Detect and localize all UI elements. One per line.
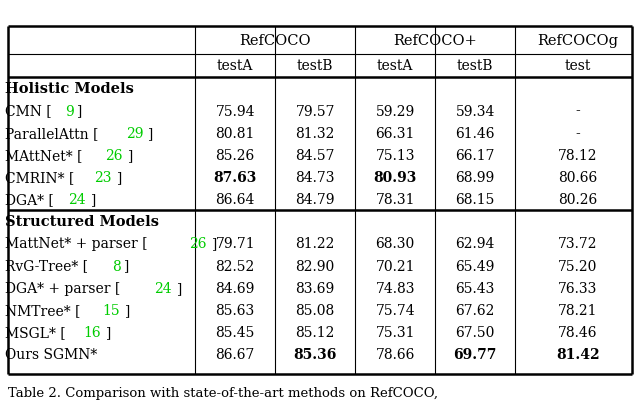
Text: 84.73: 84.73 [296,171,335,184]
Text: 84.69: 84.69 [216,281,255,295]
Text: RvG-Tree* [: RvG-Tree* [ [5,259,88,273]
Text: Holistic Models: Holistic Models [5,82,134,96]
Text: ]: ] [212,237,217,251]
Text: 85.63: 85.63 [216,303,255,317]
Text: ]: ] [124,259,129,273]
Text: 68.15: 68.15 [456,193,495,207]
Text: 84.57: 84.57 [296,148,335,162]
Text: RefCOCO: RefCOCO [239,34,311,47]
Text: DGA* [: DGA* [ [5,193,54,207]
Text: 67.62: 67.62 [456,303,495,317]
Text: 68.99: 68.99 [456,171,495,184]
Text: RefCOCO+: RefCOCO+ [394,34,477,47]
Text: 85.26: 85.26 [216,148,255,162]
Text: testA: testA [217,59,253,73]
Text: ]: ] [106,325,111,339]
Text: 85.45: 85.45 [216,325,255,339]
Text: ParallelAttn [: ParallelAttn [ [5,126,99,140]
Text: ]: ] [127,148,133,162]
Text: 68.30: 68.30 [376,237,415,251]
Text: ]: ] [125,303,131,317]
Text: Table 2. Comparison with state-of-the-art methods on RefCOCO,: Table 2. Comparison with state-of-the-ar… [8,386,438,399]
Text: 79.71: 79.71 [216,237,255,251]
Text: 67.50: 67.50 [456,325,495,339]
Text: 59.34: 59.34 [456,104,495,118]
Text: 74.83: 74.83 [376,281,415,295]
Text: 59.29: 59.29 [376,104,415,118]
Text: ]: ] [77,104,82,118]
Text: 75.74: 75.74 [376,303,415,317]
Text: -: - [575,104,580,118]
Text: 81.32: 81.32 [296,126,335,140]
Text: testB: testB [297,59,333,73]
Text: 24: 24 [154,281,172,295]
Text: MattNet* + parser [: MattNet* + parser [ [5,237,148,251]
Text: 15: 15 [102,303,120,317]
Text: 73.72: 73.72 [558,237,597,251]
Text: ]: ] [148,126,154,140]
Text: 80.66: 80.66 [558,171,597,184]
Text: ]: ] [117,171,122,184]
Text: MSGL* [: MSGL* [ [5,325,66,339]
Text: 29: 29 [125,126,143,140]
Text: 66.31: 66.31 [376,126,415,140]
Text: 75.31: 75.31 [376,325,415,339]
Text: 75.13: 75.13 [376,148,415,162]
Text: 70.21: 70.21 [376,259,415,273]
Text: 78.21: 78.21 [558,303,597,317]
Text: 86.64: 86.64 [216,193,255,207]
Text: 80.26: 80.26 [558,193,597,207]
Text: -: - [575,126,580,140]
Text: 82.90: 82.90 [296,259,335,273]
Text: 26: 26 [189,237,207,251]
Text: DGA* + parser [: DGA* + parser [ [5,281,120,295]
Text: 85.08: 85.08 [296,303,335,317]
Text: 79.57: 79.57 [296,104,335,118]
Text: 26: 26 [105,148,122,162]
Text: 82.52: 82.52 [216,259,255,273]
Text: 84.79: 84.79 [296,193,335,207]
Text: 81.22: 81.22 [296,237,335,251]
Text: 80.93: 80.93 [374,171,417,184]
Text: 81.42: 81.42 [556,347,600,361]
Text: 83.69: 83.69 [296,281,335,295]
Text: 80.81: 80.81 [216,126,255,140]
Text: 85.12: 85.12 [296,325,335,339]
Text: MAttNet* [: MAttNet* [ [5,148,83,162]
Text: 23: 23 [95,171,112,184]
Text: RefCOCOg: RefCOCOg [537,34,618,47]
Text: testA: testA [377,59,413,73]
Text: 78.31: 78.31 [376,193,415,207]
Text: 86.67: 86.67 [216,347,255,361]
Text: 75.94: 75.94 [216,104,255,118]
Text: 65.49: 65.49 [456,259,495,273]
Text: 65.43: 65.43 [456,281,495,295]
Text: 76.33: 76.33 [558,281,597,295]
Text: 75.20: 75.20 [558,259,597,273]
Text: 69.77: 69.77 [454,347,497,361]
Text: 62.94: 62.94 [456,237,495,251]
Text: 78.46: 78.46 [558,325,597,339]
Text: ]: ] [91,193,96,207]
Text: ]: ] [177,281,182,295]
Text: 24: 24 [68,193,86,207]
Text: NMTree* [: NMTree* [ [5,303,81,317]
Text: 87.63: 87.63 [214,171,257,184]
Text: 85.36: 85.36 [294,347,337,361]
Text: 61.46: 61.46 [456,126,495,140]
Text: 16: 16 [83,325,101,339]
Text: 78.12: 78.12 [558,148,597,162]
Text: Structured Models: Structured Models [5,215,159,229]
Text: testB: testB [457,59,493,73]
Text: Ours SGMN*: Ours SGMN* [5,347,97,361]
Text: CMN [: CMN [ [5,104,52,118]
Text: test: test [564,59,591,73]
Text: CMRIN* [: CMRIN* [ [5,171,74,184]
Text: 78.66: 78.66 [376,347,415,361]
Text: 9: 9 [65,104,74,118]
Text: 8: 8 [112,259,121,273]
Text: 66.17: 66.17 [456,148,495,162]
